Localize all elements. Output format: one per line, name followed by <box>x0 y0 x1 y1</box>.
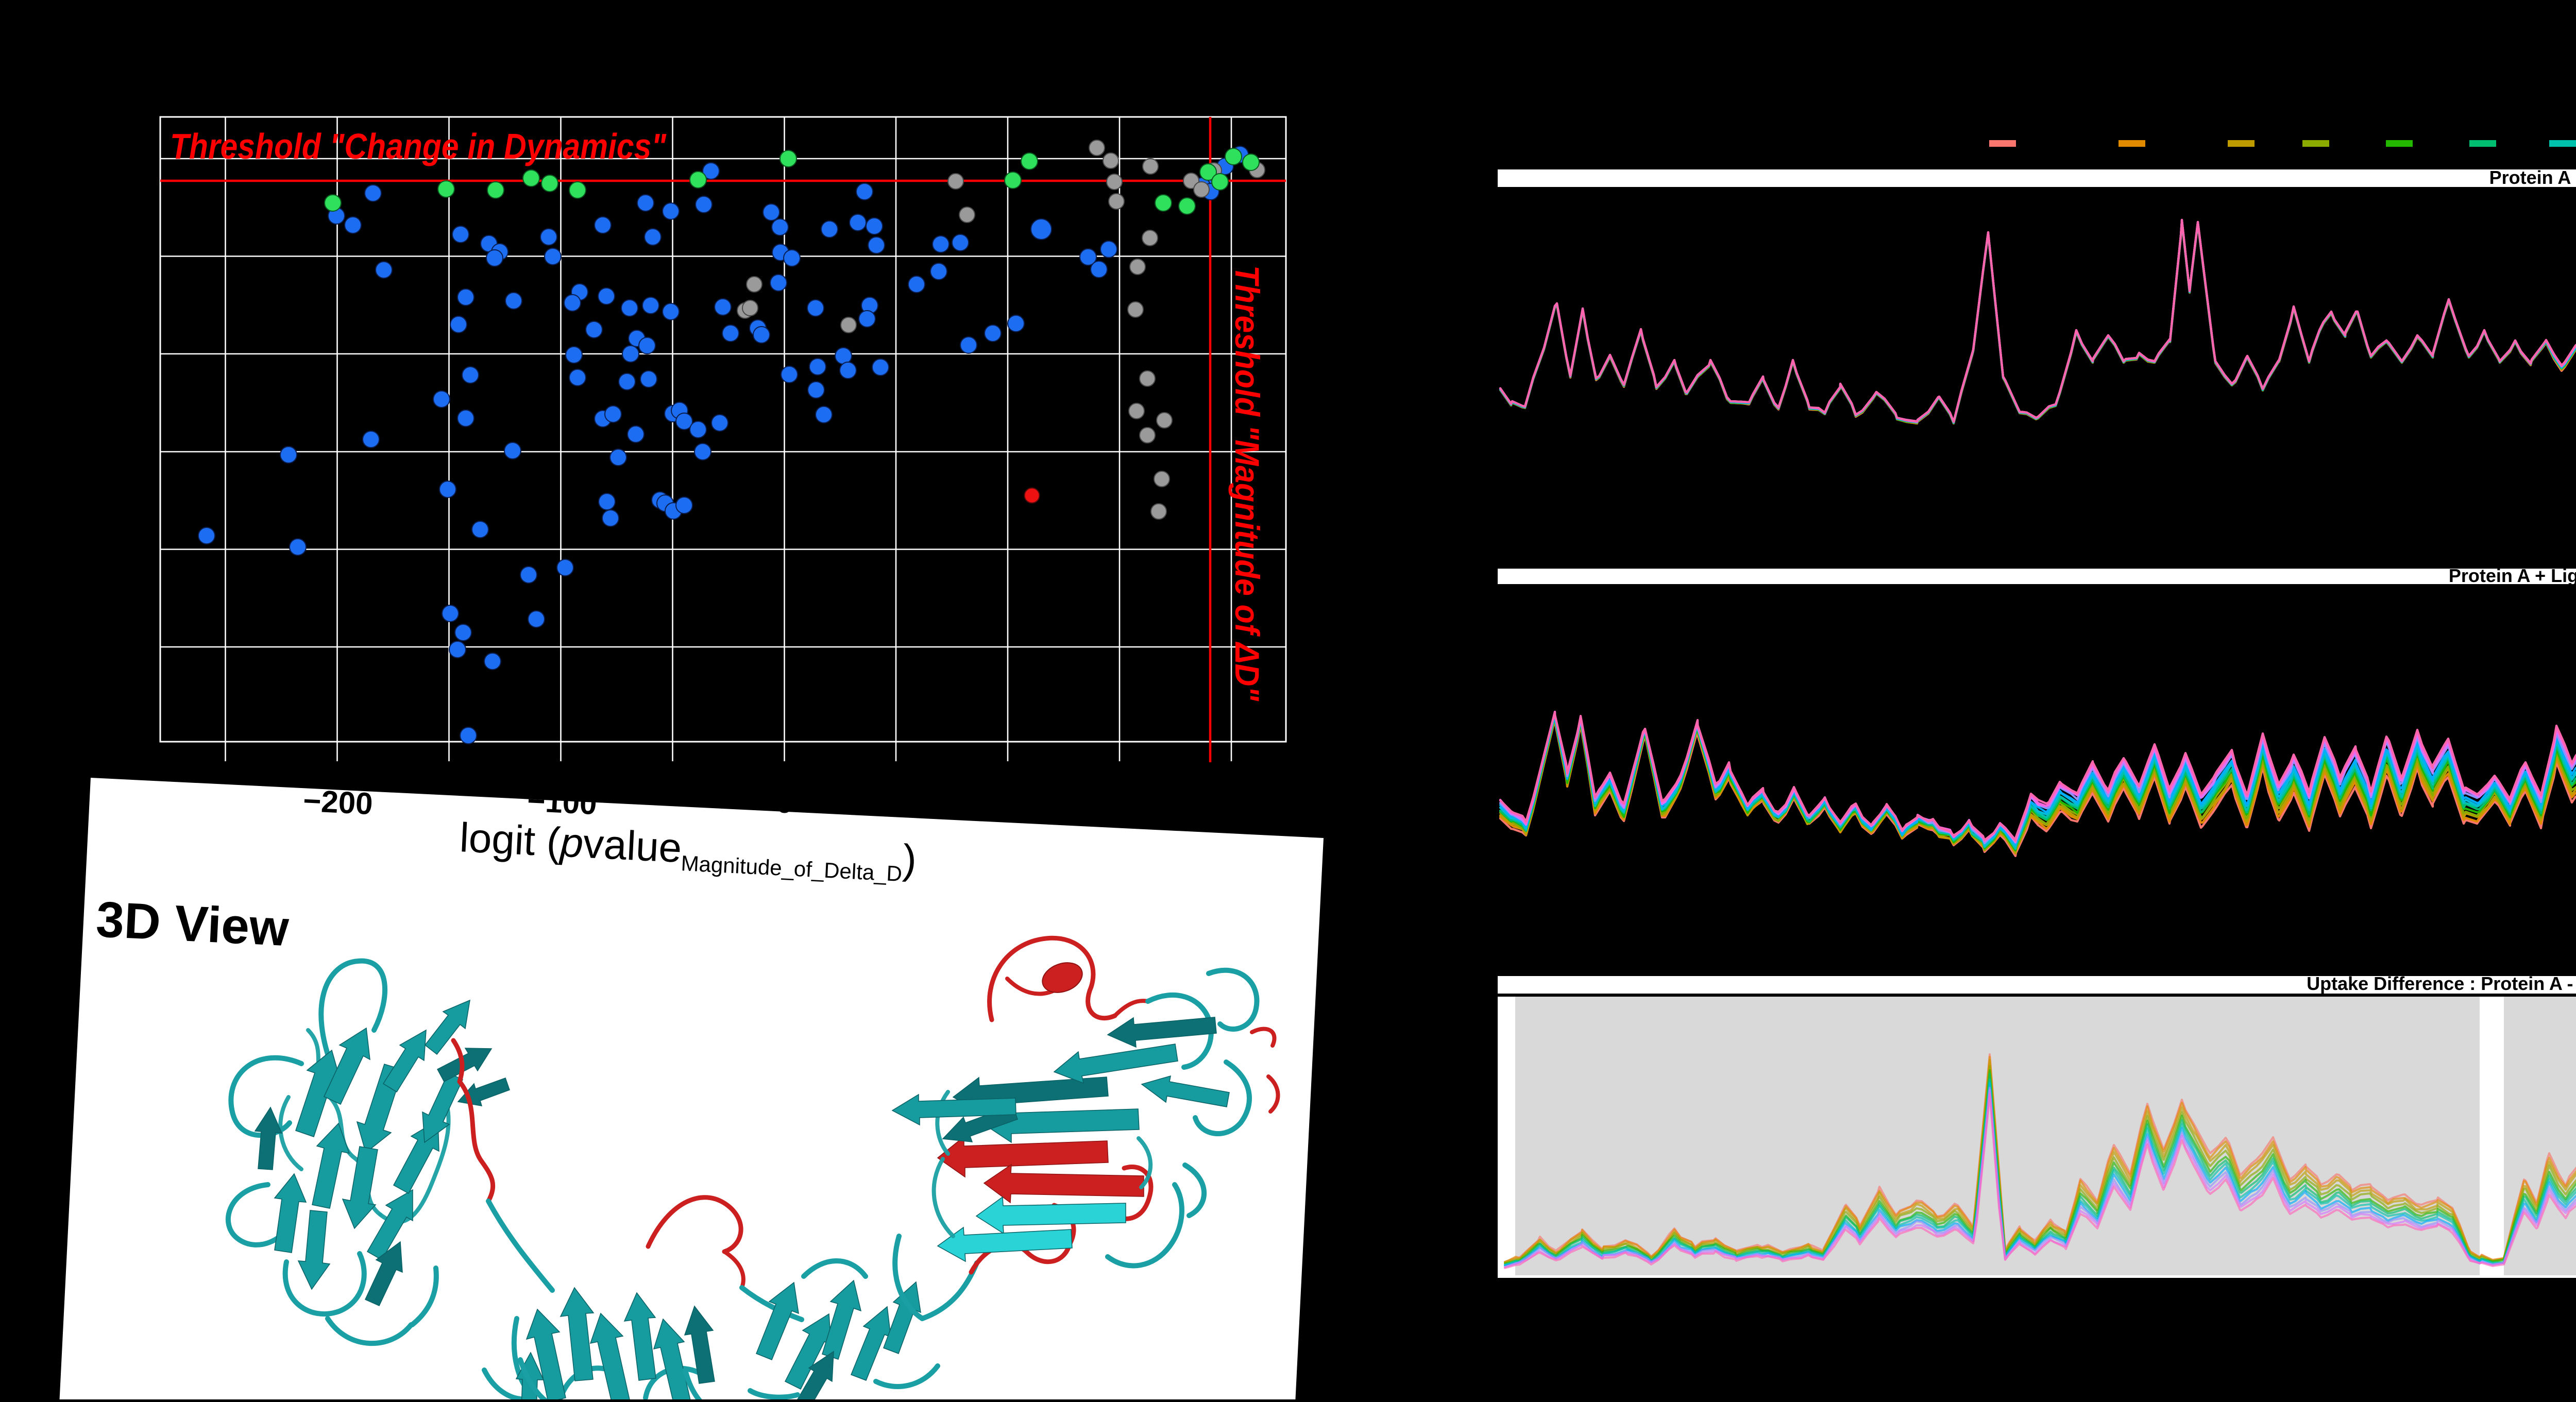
svg-text:0: 0 <box>775 784 794 820</box>
svg-text:Uptake Difference : Protein A: Uptake Difference : Protein A - (Protein… <box>2307 973 2576 994</box>
svg-text:Threshold "Magnitude of ΔD": Threshold "Magnitude of ΔD" <box>1228 265 1266 702</box>
svg-text:−100: −100 <box>527 783 598 822</box>
svg-text:Protein A: Protein A <box>2489 167 2571 188</box>
svg-text:3D View: 3D View <box>95 891 291 956</box>
svg-text:−200: −200 <box>302 783 374 822</box>
svg-text:Protein A + Ligand: Protein A + Ligand <box>2449 565 2576 586</box>
svg-text:Threshold "Change in Dynamics": Threshold "Change in Dynamics" <box>170 126 667 166</box>
